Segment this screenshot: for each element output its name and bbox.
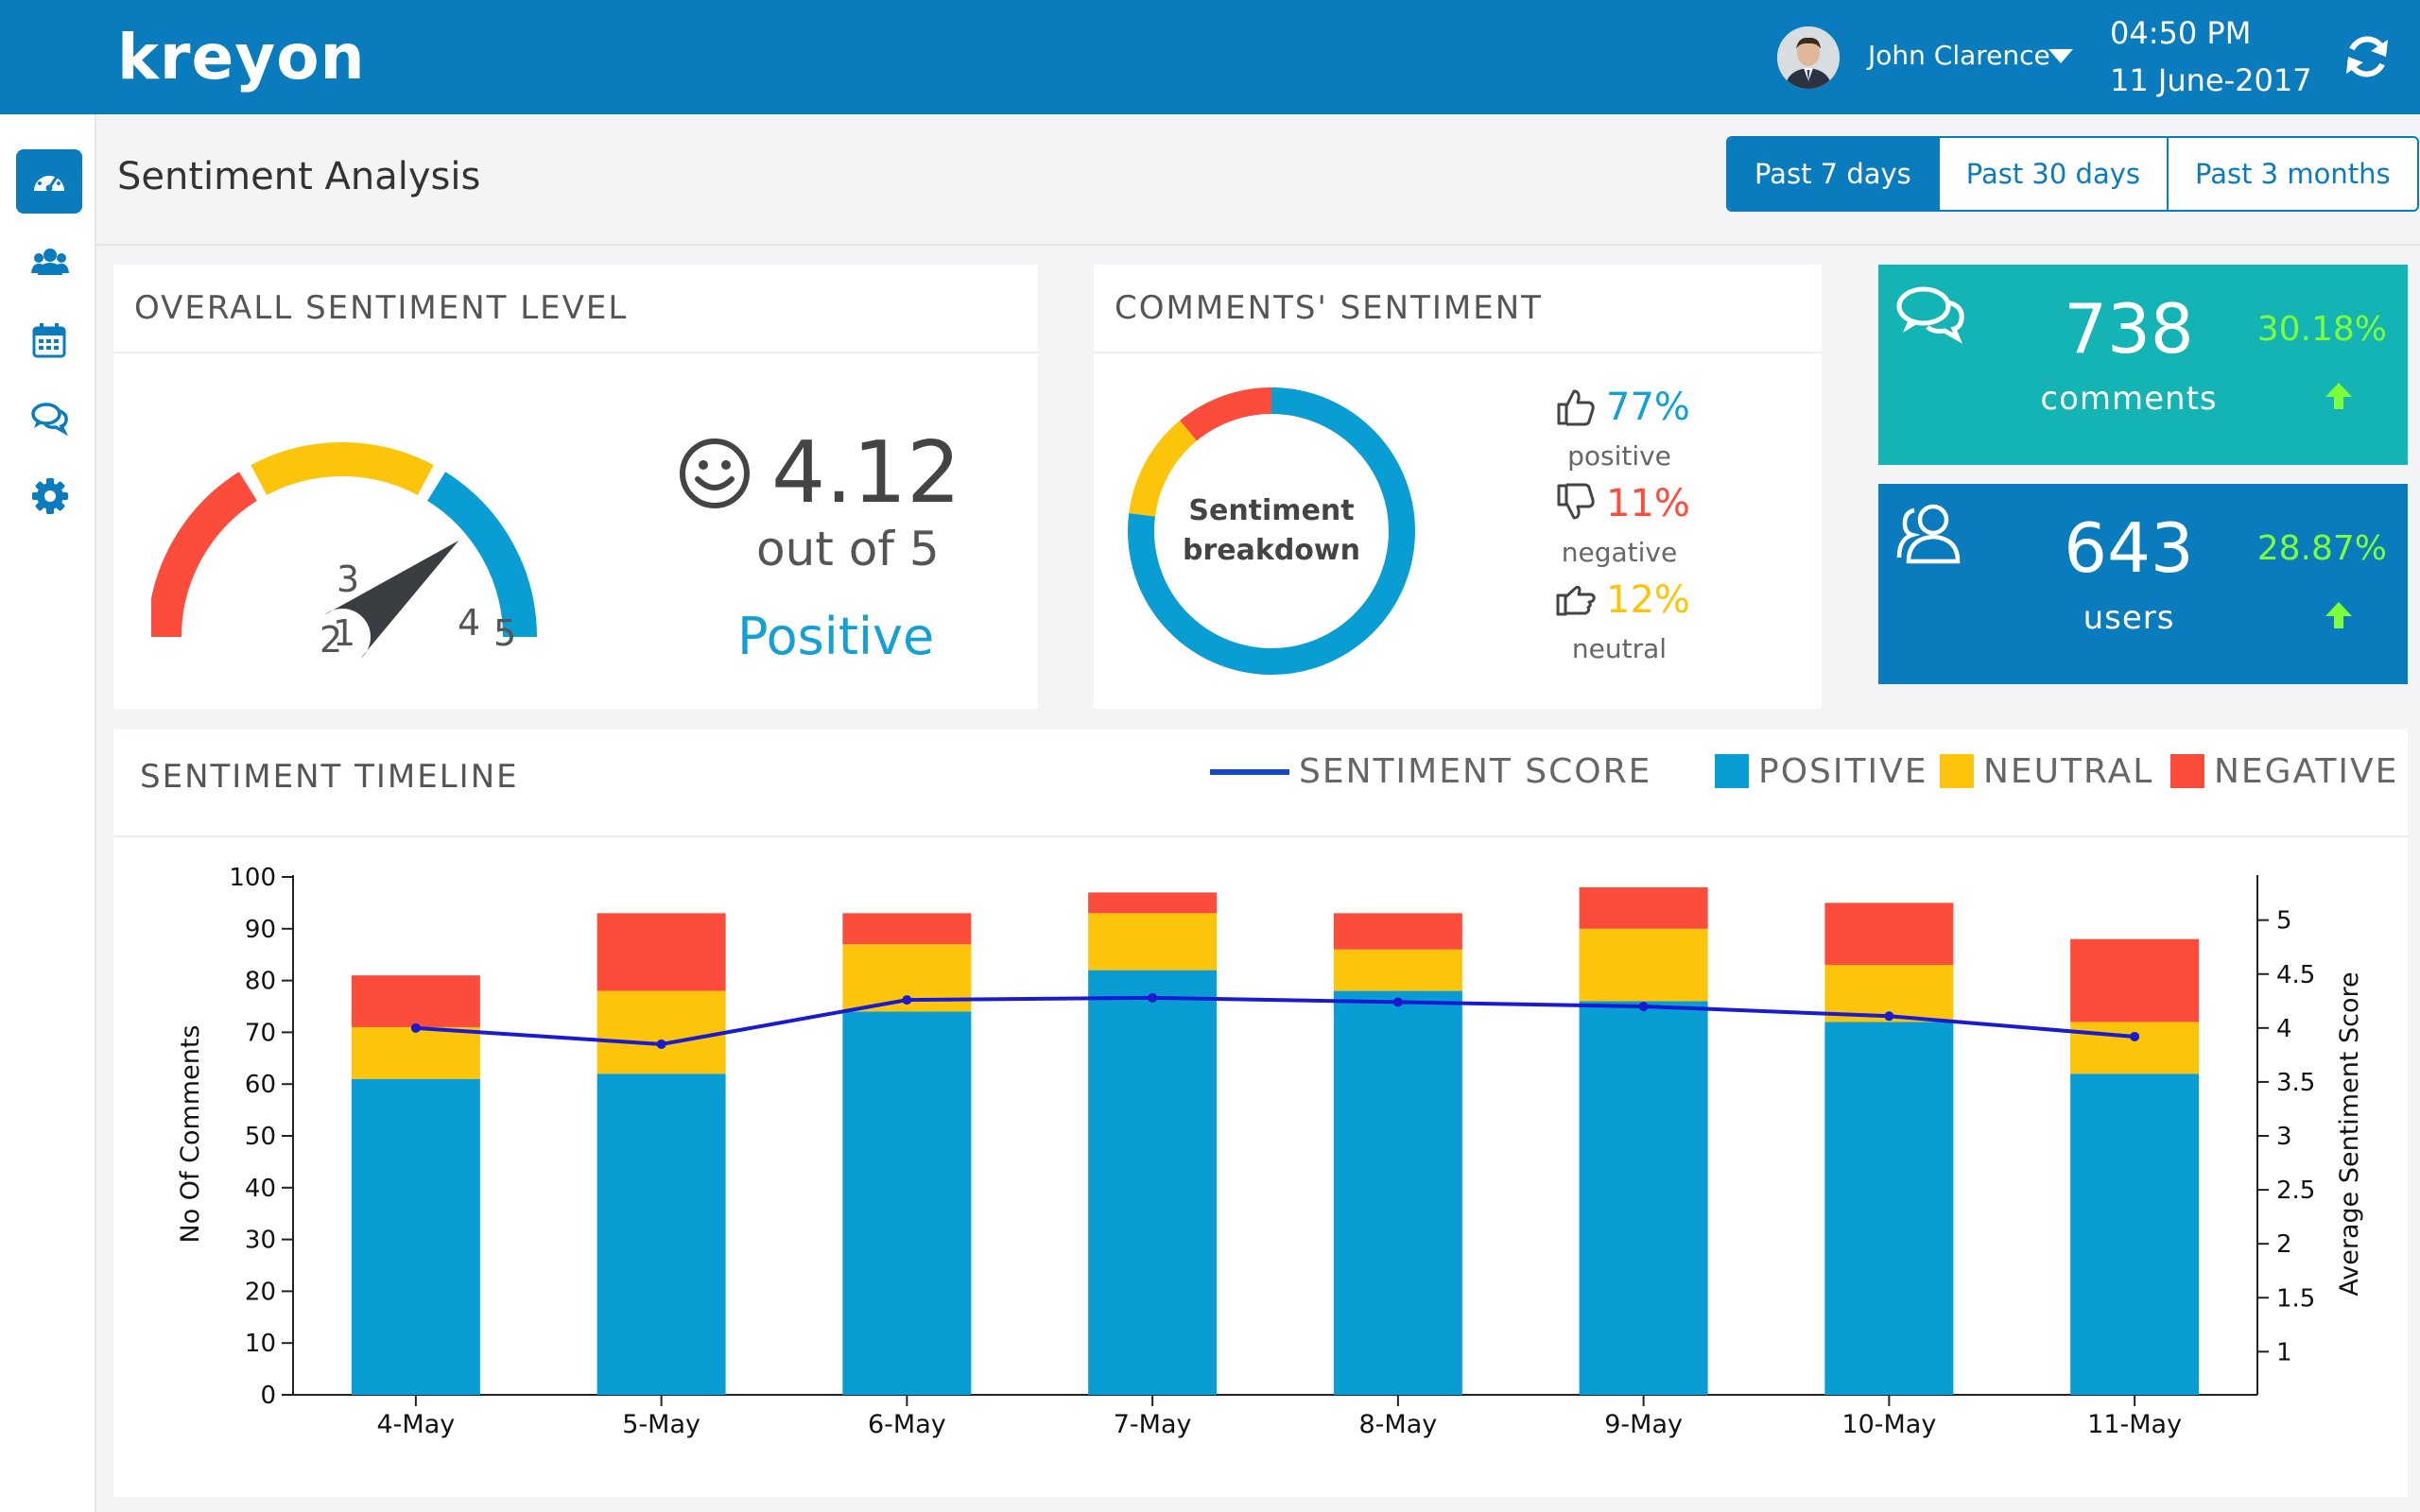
donut-center-line-1: Sentiment: [1188, 494, 1355, 527]
app-logo[interactable]: kreyon: [117, 21, 366, 94]
donut-slice-neutral: [1129, 420, 1198, 517]
neutral-percent: 12%: [1606, 578, 1690, 622]
sidebar: [0, 114, 96, 1512]
panel-title: SENTIMENT TIMELINE: [140, 758, 519, 796]
panel-divider: [113, 352, 1038, 353]
legend-swatch-neutral: [1940, 754, 1974, 788]
sentiment-timeline-panel: SENTIMENT TIMELINE: [113, 730, 2408, 1497]
panel-title: COMMENTS' SENTIMENT: [1115, 289, 1543, 327]
date-range-selector: Past 7 days Past 30 days Past 3 months: [1726, 136, 2419, 212]
legend-label-neutral: NEUTRAL: [1983, 752, 2154, 791]
legend-swatch-score: [1210, 769, 1289, 775]
top-bar: kreyon John Clarence 04:50 PM 11 June-20…: [0, 0, 2420, 114]
sidebar-item-calendar[interactable]: [16, 309, 82, 373]
sidebar-item-users[interactable]: [16, 232, 82, 296]
sidebar-item-dashboard[interactable]: [16, 149, 82, 214]
sentiment-label: Positive: [737, 607, 935, 666]
thumbs-down-icon: [1557, 483, 1595, 520]
users-label: users: [2083, 599, 2175, 637]
gauge-tick-5: 5: [493, 612, 516, 654]
thumbs-up-icon: [1557, 389, 1595, 426]
range-past-7-days[interactable]: Past 7 days: [1728, 138, 1938, 210]
chat-icon: [31, 403, 68, 436]
smiley-icon: [680, 438, 750, 508]
donut-center-line-2: breakdown: [1183, 534, 1360, 567]
donut-center-label: Sentiment breakdown: [1167, 491, 1375, 571]
arrow-up-icon: [2325, 602, 2352, 628]
score-row: 4.12: [677, 423, 960, 523]
users-count: 643: [2064, 508, 2194, 588]
negative-percent: 11%: [1606, 482, 1690, 525]
score-value: 4.12: [771, 423, 961, 523]
positive-label: positive: [1567, 440, 1671, 472]
score-out-of: out of 5: [756, 522, 940, 576]
gauge-tick-2: 2: [320, 619, 342, 661]
users-icon: [31, 249, 69, 275]
sidebar-item-messages[interactable]: [16, 387, 82, 451]
users-outline-icon: [1896, 504, 1961, 564]
negative-label: negative: [1561, 537, 1678, 568]
comments-icon: [1896, 286, 1964, 344]
gauge-tick-4: 4: [458, 602, 480, 644]
legend-label-score: SENTIMENT SCORE: [1299, 752, 1652, 791]
clock-date: 11 June-2017: [2110, 62, 2312, 98]
sentiment-donut: [1128, 387, 1415, 675]
panel-divider: [1094, 352, 1822, 353]
range-past-30-days[interactable]: Past 30 days: [1937, 138, 2167, 210]
donut-slice-positive: [1128, 387, 1415, 675]
gauge-segment-negative: [151, 472, 258, 638]
user-avatar[interactable]: [1777, 26, 1840, 89]
legend-label-negative: NEGATIVE: [2214, 752, 2399, 791]
users-change: 28.87%: [2256, 529, 2387, 568]
overall-sentiment-panel: OVERALL SENTIMENT LEVEL 1 2 3 4 5 4.12 o…: [113, 265, 1038, 709]
gauge-segment-neutral: [251, 442, 434, 496]
user-name[interactable]: John Clarence: [1868, 40, 2050, 71]
refresh-icon[interactable]: [2341, 30, 2394, 83]
gauge-tick-1: 1: [333, 612, 355, 654]
panel-divider: [113, 835, 2408, 837]
legend-swatch-negative: [2170, 754, 2204, 788]
arrow-up-icon: [2325, 383, 2352, 409]
thumbs-sideways-icon: [1556, 585, 1596, 616]
chevron-down-icon[interactable]: [2048, 49, 2073, 63]
gauge-segment-positive: [426, 472, 537, 638]
neutral-label: neutral: [1571, 633, 1668, 664]
positive-percent: 77%: [1606, 386, 1690, 429]
gauge-needle: [323, 541, 459, 660]
page-title: Sentiment Analysis: [117, 155, 481, 198]
calendar-icon: [32, 323, 66, 358]
comments-count: 738: [2064, 289, 2194, 369]
gauge-tick-3: 3: [337, 558, 359, 600]
sidebar-item-settings[interactable]: [16, 464, 82, 528]
comments-change: 30.18%: [2256, 310, 2387, 349]
dashboard-icon: [34, 169, 64, 192]
comments-stat-card[interactable]: 738 comments 30.18%: [1878, 265, 2408, 465]
donut-slice-negative: [1180, 387, 1272, 441]
panel-title: OVERALL SENTIMENT LEVEL: [134, 289, 629, 327]
comments-sentiment-panel: COMMENTS' SENTIMENT Sentiment breakdown …: [1094, 265, 1822, 709]
range-past-3-months[interactable]: Past 3 months: [2167, 138, 2417, 210]
gear-icon: [32, 478, 68, 514]
sentiment-gauge: 1 2 3 4 5: [151, 442, 537, 661]
users-stat-card[interactable]: 643 users 28.87%: [1878, 484, 2408, 684]
clock-time: 04:50 PM: [2110, 15, 2252, 51]
legend-swatch-positive: [1715, 754, 1749, 788]
header-divider: [96, 244, 2420, 246]
legend-label-positive: POSITIVE: [1758, 752, 1928, 791]
comments-label: comments: [2040, 380, 2218, 418]
